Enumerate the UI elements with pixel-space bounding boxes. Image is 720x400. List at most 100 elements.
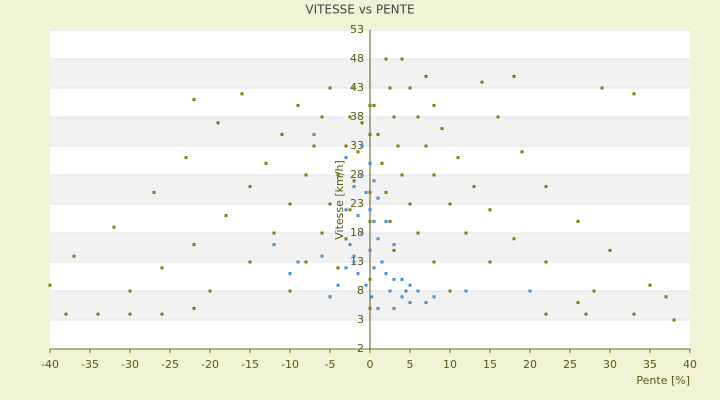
point	[368, 277, 372, 281]
point	[576, 219, 580, 223]
point	[272, 231, 276, 235]
point	[544, 312, 548, 316]
point	[440, 127, 444, 131]
point	[376, 306, 380, 310]
point	[360, 144, 364, 148]
point	[544, 185, 548, 189]
point	[336, 283, 340, 287]
y-tick-label: 28	[350, 168, 364, 181]
point	[128, 312, 132, 316]
point	[384, 57, 388, 61]
point	[608, 248, 612, 252]
point	[392, 277, 396, 281]
point	[288, 272, 292, 276]
point	[344, 237, 348, 241]
point	[112, 225, 116, 229]
point	[296, 260, 300, 264]
point	[356, 150, 360, 154]
point	[432, 103, 436, 107]
point	[424, 74, 428, 78]
point	[464, 231, 468, 235]
point	[336, 266, 340, 270]
point	[368, 208, 372, 212]
point	[400, 173, 404, 177]
point	[368, 103, 372, 107]
y-tick-label: 8	[357, 284, 364, 297]
point	[400, 295, 404, 299]
x-tick-label: 40	[683, 358, 697, 371]
x-tick-label: -40	[41, 358, 59, 371]
point	[320, 231, 324, 235]
point	[372, 266, 376, 270]
point	[280, 132, 284, 136]
point	[352, 260, 356, 264]
point	[160, 312, 164, 316]
x-tick-label: 30	[603, 358, 617, 371]
point	[304, 260, 308, 264]
x-tick-label: -30	[121, 358, 139, 371]
point	[368, 132, 372, 136]
point	[160, 266, 164, 270]
point	[128, 289, 132, 293]
point	[512, 237, 516, 241]
point	[424, 301, 428, 305]
point	[368, 219, 372, 223]
x-tick-label: 15	[483, 358, 497, 371]
point	[208, 289, 212, 293]
x-tick-label: -15	[241, 358, 259, 371]
x-tick-label: 35	[643, 358, 657, 371]
x-tick-label: 0	[367, 358, 374, 371]
point	[672, 318, 676, 322]
point	[304, 173, 308, 177]
y-tick-label: 43	[350, 81, 364, 94]
x-tick-label: 20	[523, 358, 537, 371]
point	[448, 202, 452, 206]
point	[388, 86, 392, 90]
point	[376, 196, 380, 200]
point	[348, 208, 352, 212]
point	[632, 92, 636, 96]
point	[96, 312, 100, 316]
point	[664, 295, 668, 299]
point	[360, 121, 364, 125]
point	[376, 237, 380, 241]
point	[352, 179, 356, 183]
point	[408, 283, 412, 287]
y-tick-label: 33	[350, 139, 364, 152]
point	[576, 301, 580, 305]
point	[488, 260, 492, 264]
point	[368, 161, 372, 165]
point	[408, 86, 412, 90]
point	[348, 115, 352, 119]
point	[392, 248, 396, 252]
point	[360, 231, 364, 235]
point	[528, 289, 532, 293]
point	[408, 202, 412, 206]
point	[480, 80, 484, 84]
x-tick-label: -25	[161, 358, 179, 371]
point	[48, 283, 52, 287]
point	[328, 295, 332, 299]
x-axis-label: Pente [%]	[636, 374, 690, 387]
point	[224, 214, 228, 218]
y-tick-label: 48	[350, 52, 364, 65]
x-tick-label: -20	[201, 358, 219, 371]
point	[368, 306, 372, 310]
point	[296, 103, 300, 107]
point	[592, 289, 596, 293]
point	[248, 260, 252, 264]
chart-title: VITESSE vs PENTE	[305, 3, 414, 17]
y-tick-label: 3	[357, 313, 364, 326]
point	[416, 289, 420, 293]
y-tick-label: 53	[350, 23, 364, 36]
point	[312, 144, 316, 148]
point	[264, 161, 268, 165]
point	[392, 115, 396, 119]
point	[472, 185, 476, 189]
x-tick-label: -35	[81, 358, 99, 371]
point	[288, 289, 292, 293]
y-axis-label: Vitesse [km/h]	[333, 160, 346, 240]
point	[416, 231, 420, 235]
x-tick-label: 5	[407, 358, 414, 371]
point	[152, 190, 156, 194]
